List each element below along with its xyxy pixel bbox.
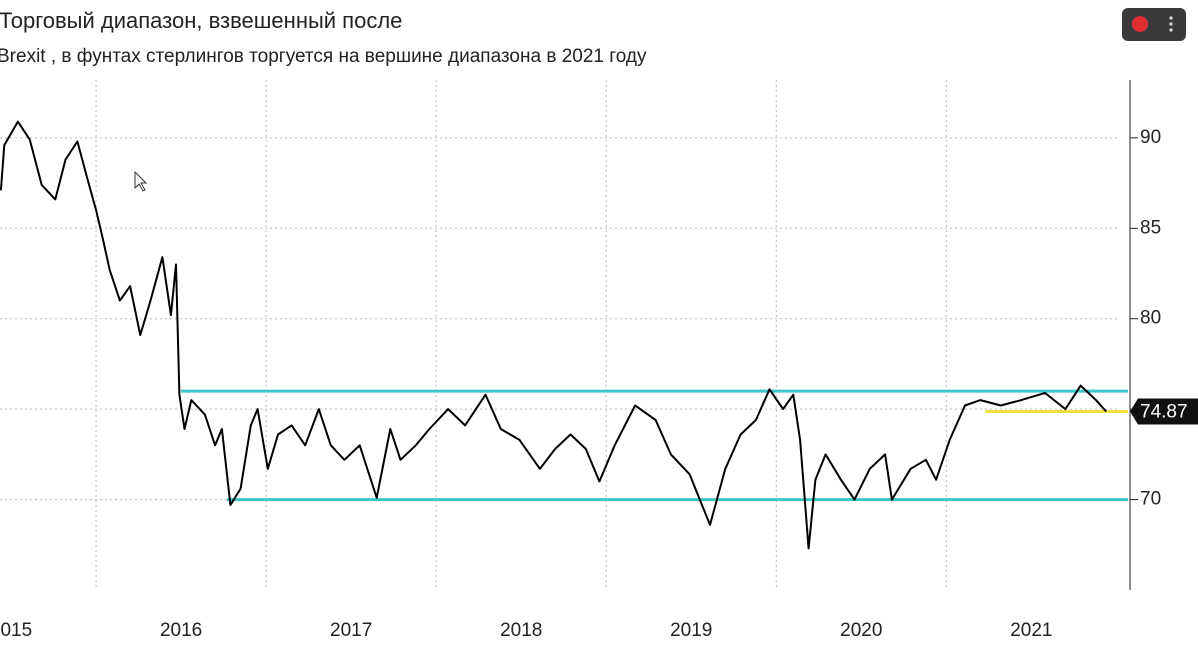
cursor [134,170,148,192]
dot [1169,16,1173,20]
chart-subtitle: Brexit , в фунтах стерлингов торгуется н… [0,46,647,67]
value-flag [1130,398,1198,425]
icon [1132,16,1148,32]
chart-title: Торговый диапазон, взвешенный после [0,8,402,33]
x-tick-label: 2021 [1010,620,1052,641]
line [0,120,1107,550]
button-bg[interactable] [1122,8,1186,41]
menu-button[interactable] [1122,8,1186,41]
x-tick-label: 2020 [840,620,882,641]
x-tick-label: 2015 [0,620,32,641]
y-tick-label: 85 [1140,217,1161,238]
y-tick-label: 90 [1140,127,1161,148]
y-tick-label: 80 [1140,308,1161,329]
x-tick-label: 2019 [670,620,712,641]
x-tick-label: 2016 [160,620,202,641]
dot [1169,22,1173,26]
x-tick-label: 2018 [500,620,542,641]
current-value-label: 74.87 [1140,402,1188,423]
dot [1169,28,1173,32]
y-tick-label: 70 [1140,489,1161,510]
x-tick-label: 2017 [330,620,372,641]
